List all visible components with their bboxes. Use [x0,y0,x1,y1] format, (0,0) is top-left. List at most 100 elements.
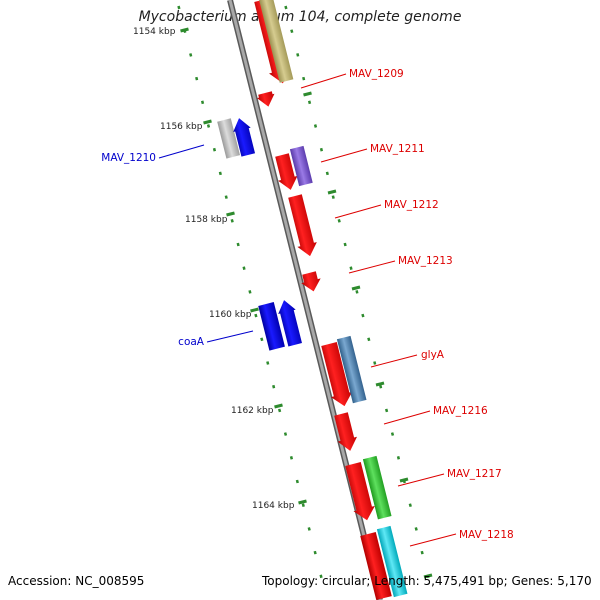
scale-dot [307,527,311,531]
gene-feature-mav-1211[interactable] [272,153,300,193]
scale-label: 1158 kbp [185,215,228,225]
scale-dot [325,171,329,176]
gene-label-mav-1218[interactable]: MAV_1218 [459,529,514,541]
scale-dot [283,432,288,436]
genome-summary-text: Topology: circular; Length: 5,475,491 bp… [262,574,592,588]
scale-label: 1164 kbp [252,501,295,511]
scale-dot [361,313,365,318]
scale-dot [272,384,276,389]
scale-dot [367,337,371,342]
label-leaders [158,73,457,547]
scale-dot [420,550,424,555]
scale-dot [266,361,270,365]
scale-dot [230,218,234,223]
cog-bar-green [362,455,392,520]
scale-dot [307,100,312,105]
scale-major-tick [180,27,189,33]
scale-major-tick [226,211,235,217]
scale-major-tick [274,403,283,409]
scale-dot [206,124,211,128]
scale-dot [319,574,323,579]
gene-labels: MAV_1209 MAV_1210 MAV_1211 MAV_1212 MAV_… [101,68,513,541]
scale-dot [290,29,294,34]
scale-label: 1156 kbp [160,122,203,132]
scale-dot [390,432,395,436]
gene-feature-mav-1210-cog [233,118,256,157]
scale-dot [289,456,294,460]
gene-label-mav-1211[interactable]: MAV_1211 [370,143,425,155]
scale-dot [331,195,335,199]
scale-dot [414,527,418,531]
gene-feature-mav-1213[interactable] [299,271,323,294]
scale-dot [313,124,318,128]
scale-major-tick [298,499,307,505]
scale-dot [236,242,240,247]
scale-label: 1160 kbp [209,310,252,320]
scale-dot [218,171,222,176]
gene-feature-mav-1216[interactable] [331,412,360,454]
gene-feature-glya[interactable] [318,341,355,408]
scale-major-tick [327,189,337,195]
gene-feature-mav-1212[interactable] [285,194,319,259]
scale-dot [212,147,217,152]
scale-dot [384,408,389,413]
gene-label-mav-1210[interactable]: MAV_1210 [101,152,156,164]
scale-dot [224,195,228,199]
gene-label-mav-1212[interactable]: MAV_1212 [384,199,439,211]
scale-major-tick [303,91,312,97]
scale-labels: 1154 kbp 1156 kbp 1158 kbp 1160 kbp 1162… [133,27,295,511]
cog-bar-cyan [376,525,408,598]
gene-feature-coaa[interactable] [258,302,285,351]
cog-bar-purple [289,145,313,187]
gene-label-mav-1209[interactable]: MAV_1209 [349,68,404,80]
scale-label: 1162 kbp [231,406,274,416]
gene-feature-mav-1210[interactable] [217,118,241,159]
scale-dot [349,266,353,270]
scale-dot [200,100,205,105]
scale-dot [296,53,300,57]
scale-dot [313,550,317,555]
scale-dot [379,384,383,389]
scale-dot [396,456,401,460]
gene-label-coaa[interactable]: coaA [178,336,205,348]
accession-text: Accession: NC_008595 [8,574,145,588]
scale-label: 1154 kbp [133,27,176,37]
scale-dot [277,408,282,413]
scale-major-tick [399,477,409,483]
scale-dot [301,503,305,508]
gene-feature-mav-1217[interactable] [342,461,377,523]
gene-feature-coaa-cog [278,300,302,347]
scale-dot [319,147,324,152]
scale-major-tick [250,307,259,313]
scale-dot [295,479,299,484]
scale-dot [373,361,377,365]
scale-dot [248,290,252,294]
scale-major-tick [351,285,361,291]
scale-dot [177,5,181,10]
scale-dot [302,76,306,81]
map-title: Mycobacterium avium 104, complete genome [138,9,462,25]
cog-bar-olive [258,0,294,83]
scale-dot [408,503,412,508]
gene-label-mav-1217[interactable]: MAV_1217 [447,468,502,480]
scale-dot [337,218,341,223]
scale-dot [284,5,288,10]
gene-label-mav-1213[interactable]: MAV_1213 [398,255,453,267]
scale-dot [355,290,359,294]
scale-dot [195,76,199,81]
gene-label-mav-1216[interactable]: MAV_1216 [433,405,488,417]
scale-dot [189,53,193,57]
scale-major-tick [375,381,385,387]
gene-feature-mav-1218[interactable] [360,532,392,600]
scale-dot [242,266,246,270]
scale-major-tick [423,573,433,579]
scale-dot [343,242,347,247]
scale-dot [260,337,264,342]
gene-feature-mav-1209-b[interactable] [256,91,277,109]
scale-dot [254,313,258,318]
scale-ticks [177,5,433,579]
cog-bar-steel [336,335,367,404]
gene-label-glya[interactable]: glyA [421,349,445,361]
scale-major-tick [203,119,212,125]
